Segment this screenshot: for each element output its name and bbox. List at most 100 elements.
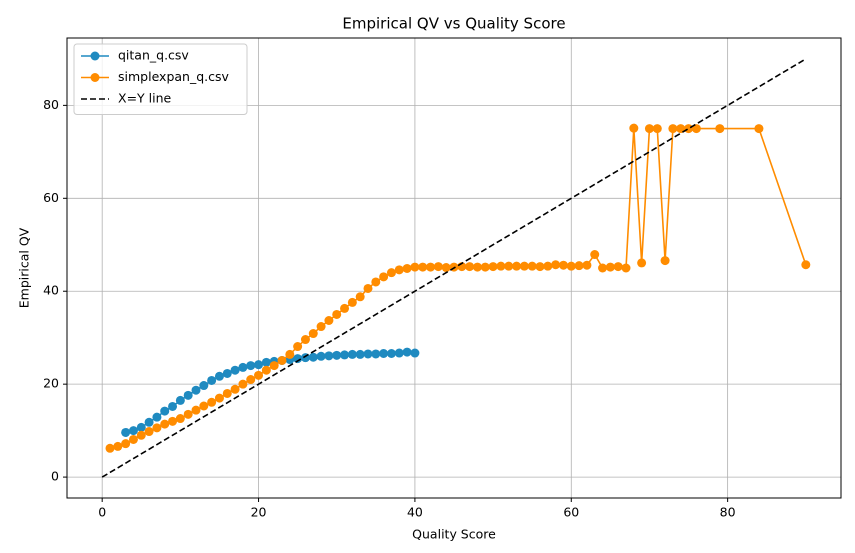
data-point (472, 262, 482, 272)
data-point (261, 357, 271, 367)
data-point (465, 262, 475, 272)
data-point (293, 342, 303, 352)
data-point (441, 263, 451, 273)
data-point (246, 361, 256, 371)
data-point (246, 375, 256, 385)
chart-title: Empirical QV vs Quality Score (342, 15, 565, 33)
data-point (168, 401, 178, 411)
legend-marker (90, 51, 100, 61)
data-point (230, 384, 240, 394)
data-point (543, 261, 553, 271)
data-point (480, 262, 490, 272)
data-point (637, 258, 647, 268)
data-point (230, 365, 240, 375)
data-point (566, 261, 576, 271)
data-point (168, 416, 178, 426)
data-point (684, 124, 694, 134)
data-point (136, 422, 146, 432)
legend-label: simplexpan_q.csv (118, 69, 229, 84)
data-point (160, 419, 170, 429)
data-point (363, 283, 373, 293)
data-point (347, 349, 357, 359)
data-point (238, 362, 248, 372)
series-line (101, 58, 807, 478)
data-point (644, 124, 654, 134)
data-point (144, 417, 154, 427)
data-point (121, 427, 131, 437)
data-point (801, 260, 811, 270)
data-point (238, 379, 248, 389)
data-point (324, 351, 334, 361)
data-point (121, 439, 131, 449)
data-point (715, 124, 725, 134)
data-point (277, 355, 287, 365)
data-point (152, 423, 162, 433)
legend-marker (90, 73, 100, 82)
data-point (332, 309, 342, 319)
data-point (308, 329, 318, 339)
data-point (691, 124, 701, 134)
data-point (254, 360, 264, 370)
x-axis-label: Quality Score (412, 527, 496, 542)
data-point (324, 316, 334, 326)
y-tick-label: 80 (43, 97, 59, 112)
data-point (316, 351, 326, 361)
y-tick-label: 0 (51, 469, 59, 484)
plot-frame (66, 37, 842, 499)
y-axis-label: Empirical QV (17, 227, 32, 308)
data-point (128, 426, 138, 436)
data-point (191, 385, 201, 395)
data-point (293, 354, 303, 364)
data-point (551, 260, 561, 270)
data-point (363, 349, 373, 359)
data-point (558, 260, 568, 270)
x-tick-label: 60 (563, 505, 579, 520)
data-point (300, 353, 310, 363)
data-point (574, 261, 584, 271)
data-point (582, 260, 592, 270)
data-point (144, 427, 154, 437)
data-point (527, 261, 537, 271)
data-point (676, 124, 686, 134)
data-point (402, 347, 412, 357)
data-point (308, 352, 318, 362)
data-point (386, 348, 396, 358)
data-point (160, 406, 170, 416)
data-point (300, 335, 310, 345)
data-point (105, 443, 115, 453)
data-point (261, 365, 271, 375)
data-point (199, 381, 209, 391)
data-point (191, 405, 201, 415)
data-point (222, 388, 232, 398)
data-point (152, 412, 162, 422)
x-tick-label: 0 (98, 505, 106, 520)
data-point (426, 262, 436, 272)
data-point (629, 123, 639, 133)
y-tick-label: 20 (43, 376, 59, 391)
data-point (660, 256, 670, 266)
data-point (316, 322, 326, 332)
x-tick-label: 40 (407, 505, 423, 520)
legend-label: qitan_q.csv (118, 48, 189, 63)
data-point (394, 265, 404, 275)
data-point (488, 262, 498, 272)
data-point (207, 397, 217, 407)
data-point (175, 414, 185, 424)
data-point (410, 262, 420, 272)
data-point (254, 370, 264, 380)
data-point (613, 262, 623, 272)
data-point (199, 401, 209, 411)
data-point (340, 303, 350, 313)
data-point (136, 430, 146, 440)
data-point (504, 261, 514, 271)
data-point (371, 277, 381, 287)
data-point (175, 395, 185, 405)
data-point (222, 368, 232, 378)
data-point (332, 350, 342, 360)
data-point (340, 350, 350, 360)
data-point (355, 292, 365, 302)
data-point (183, 409, 193, 419)
y-tick-label: 40 (43, 283, 59, 298)
data-point (652, 124, 662, 134)
